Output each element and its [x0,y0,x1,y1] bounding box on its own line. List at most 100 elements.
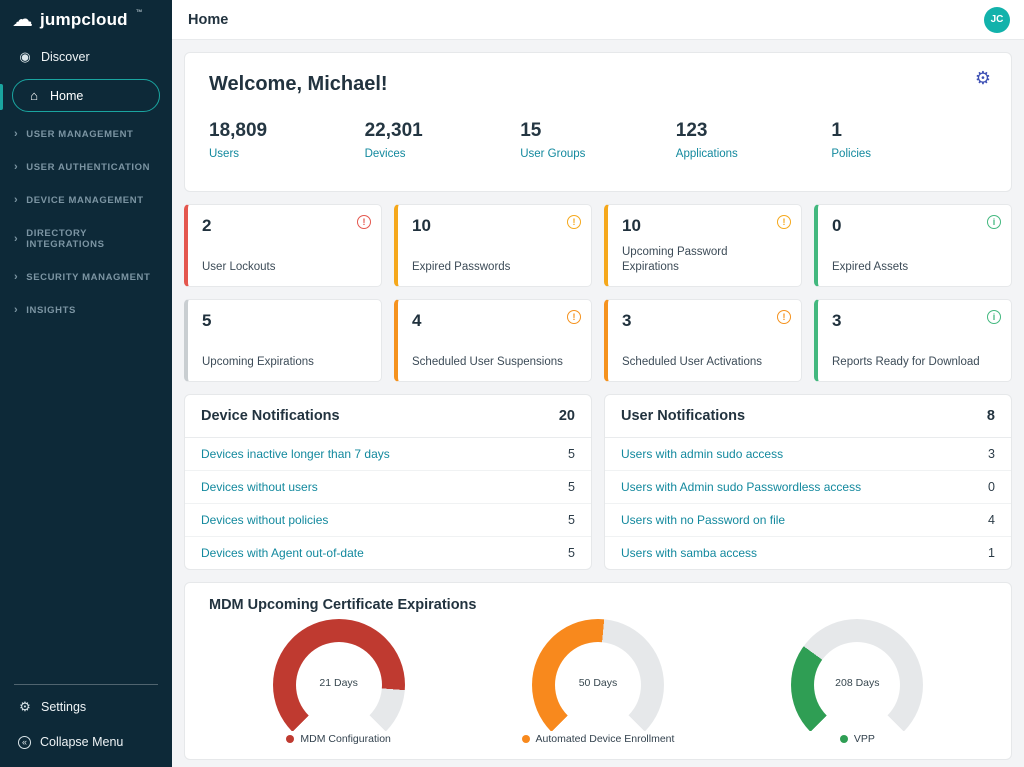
sidebar: ☁ jumpcloud ™ ◉ Discover ⌂ Home › USER M… [0,0,172,767]
gauge-automated-device-enrollment: 50 Days Automated Device Enrollment [521,619,675,745]
jumpcloud-logo: ☁ jumpcloud ™ [0,0,172,39]
card-scheduled-user-activations[interactable]: 3 ! Scheduled User Activations [604,299,802,382]
sidebar-section-user-authentication[interactable]: › USER AUTHENTICATION [14,161,151,174]
gear-icon: ⚙ [19,699,31,714]
user-notification-link[interactable]: Users with admin sudo access [621,447,784,461]
card-user-lockouts[interactable]: 2 ! User Lockouts [184,204,382,287]
notification-row: Devices inactive longer than 7 days 5 [185,438,591,471]
sidebar-section-user-management[interactable]: › USER MANAGEMENT [14,128,134,141]
legend-label: VPP [853,733,875,745]
info-circle-icon: i [987,215,1001,229]
legend-dot-icon [286,735,295,743]
card-reports-ready[interactable]: 3 i Reports Ready for Download [814,299,1012,382]
stat-policies: 1 Policies [831,120,987,160]
top-bar: Home JC [172,0,1024,40]
chevron-right-icon: › [14,304,19,316]
user-notifications-panel: User Notifications 8 Users with admin su… [604,394,1012,570]
gauge-days-label: 208 Days [835,677,880,689]
active-item-indicator [0,84,3,110]
legend-label: Automated Device Enrollment [535,733,675,745]
info-circle-icon: i [987,310,1001,324]
chevron-right-icon: › [14,161,19,173]
card-upcoming-expirations[interactable]: 5 Upcoming Expirations [184,299,382,382]
sidebar-section-insights[interactable]: › INSIGHTS [14,304,76,317]
sidebar-section-security-management[interactable]: › SECURITY MANAGMENT [14,271,151,284]
sidebar-section-device-management[interactable]: › DEVICE MANAGEMENT [14,194,144,207]
stat-user-groups: 15 User Groups [520,120,676,160]
sidebar-divider [14,684,158,685]
device-notifications-panel: Device Notifications 20 Devices inactive… [184,394,592,570]
sidebar-item-collapse-menu[interactable]: « Collapse Menu [0,725,172,759]
page-title: Home [188,11,229,28]
chevron-right-icon: › [14,232,19,245]
card-scheduled-user-suspensions[interactable]: 4 ! Scheduled User Suspensions [394,299,592,382]
user-notifications-count: 8 [986,408,995,424]
legend-label: MDM Configuration [300,733,391,745]
stat-user-groups-link[interactable]: User Groups [520,148,586,160]
device-notification-link[interactable]: Devices without policies [201,513,329,527]
stat-devices-link[interactable]: Devices [364,148,406,160]
stat-users-link[interactable]: Users [209,148,240,160]
cloud-logo-icon: ☁ [12,8,33,31]
notification-row: Users with admin sudo access 3 [605,438,1011,471]
chevron-right-icon: › [14,194,19,206]
alert-circle-icon: ! [777,310,791,324]
stat-devices: 22,301 Devices [365,120,521,160]
notification-row: Users with no Password on file 4 [605,504,1011,537]
alert-circle-icon: ! [567,310,581,324]
discover-icon: ◉ [19,49,31,64]
gauge-chart: 208 Days [791,619,924,731]
user-notification-link[interactable]: Users with Admin sudo Passwordless acces… [621,480,862,494]
legend-dot-icon [521,735,530,743]
logo-trademark: ™ [135,9,143,16]
logo-text: jumpcloud [40,10,128,29]
home-icon: ⌂ [30,88,38,103]
dashboard-settings-gear-icon[interactable]: ⚙ [974,68,991,88]
notification-row: Devices with Agent out-of-date 5 [201,546,575,560]
card-expired-passwords[interactable]: 10 ! Expired Passwords [394,204,592,287]
sidebar-item-label: Home [50,88,84,103]
gauge-days-label: 21 Days [319,677,358,689]
sidebar-item-home[interactable]: ⌂ Home [12,79,160,112]
gauge-days-label: 50 Days [578,677,618,689]
device-notification-link[interactable]: Devices inactive longer than 7 days [201,447,390,461]
sidebar-section-directory-integrations[interactable]: › DIRECTORY INTEGRATIONS [14,228,105,250]
chevron-right-icon: › [14,271,19,283]
gauge-chart: 21 Days [272,619,405,731]
mdm-certificate-expirations-panel: MDM Upcoming Certificate Expirations 21 … [184,582,1012,760]
gauge-mdm-configuration: 21 Days MDM Configuration [272,619,405,745]
alert-circle-icon: ! [357,215,371,229]
welcome-panel: Welcome, Michael! ⚙ 18,809 Users 22,301 … [184,52,1012,192]
user-notifications-title: User Notifications [621,408,746,424]
card-expired-assets[interactable]: 0 i Expired Assets [814,204,1012,287]
gauge-vpp: 208 Days VPP [791,619,924,745]
device-notifications-count: 20 [558,408,575,424]
stat-applications-link[interactable]: Applications [675,148,738,160]
notification-row: Users with samba access 1 [621,546,995,560]
device-notifications-title: Device Notifications [201,408,340,424]
stat-applications: 123 Applications [676,120,832,160]
card-upcoming-password-expirations[interactable]: 10 ! Upcoming Password Expirations [604,204,802,287]
main-content: Welcome, Michael! ⚙ 18,809 Users 22,301 … [172,40,1024,767]
device-notification-link[interactable]: Devices without users [201,480,318,494]
stat-users: 18,809 Users [209,120,365,160]
user-notification-link[interactable]: Users with samba access [621,546,758,560]
collapse-menu-icon: « [18,735,31,749]
alert-circle-icon: ! [567,215,581,229]
sidebar-item-discover[interactable]: ◉ Discover [0,39,172,75]
notification-row: Users with Admin sudo Passwordless acces… [605,471,1011,504]
notification-row: Devices without policies 5 [185,504,591,537]
mdm-panel-title: MDM Upcoming Certificate Expirations [209,597,477,613]
welcome-heading: Welcome, Michael! [209,73,388,95]
sidebar-item-label: Discover [41,50,90,64]
user-notification-link[interactable]: Users with no Password on file [621,513,786,527]
chevron-right-icon: › [14,128,19,140]
sidebar-item-settings[interactable]: ⚙ Settings [19,699,87,714]
stat-policies-link[interactable]: Policies [831,148,872,160]
gauge-chart: 50 Days [531,619,664,731]
alert-circle-icon: ! [777,215,791,229]
legend-dot-icon [839,735,848,743]
user-avatar[interactable]: JC [984,6,1010,33]
notification-row: Devices without users 5 [185,471,591,504]
device-notification-link[interactable]: Devices with Agent out-of-date [201,546,364,560]
